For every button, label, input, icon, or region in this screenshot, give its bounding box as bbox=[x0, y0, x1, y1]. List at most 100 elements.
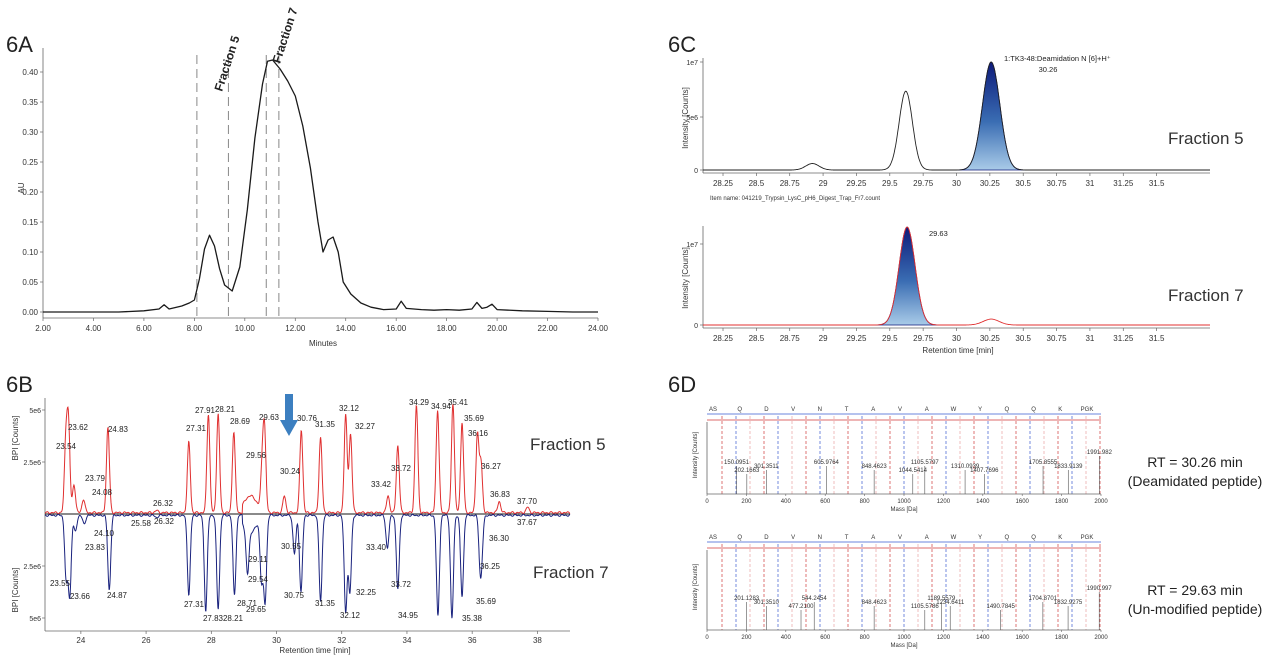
panel-6a-ytick-label: 0.20 bbox=[22, 188, 38, 197]
fraction5-peak-label: 24.83 bbox=[108, 425, 129, 434]
fragment-mass-label: 1705.8555 bbox=[1029, 460, 1058, 466]
panel-6a-ytick-label: 0.30 bbox=[22, 128, 38, 137]
panel-6c-xtick-label: 29 bbox=[819, 334, 828, 343]
fraction5-peak-label: 36.27 bbox=[481, 462, 502, 471]
panel-6c-xtick-label: 31.5 bbox=[1149, 334, 1165, 343]
fraction5-peak-label: 24.08 bbox=[92, 488, 113, 497]
panel-6c-xtick-label: 31 bbox=[1085, 179, 1094, 188]
fraction5-peak-label: 29.63 bbox=[259, 413, 280, 422]
fragment-mass-label: 1832.9275 bbox=[1054, 600, 1083, 606]
panel-6b-ytick-label: 5e6 bbox=[29, 408, 41, 415]
fragment-mass-label: 848.4623 bbox=[862, 464, 888, 470]
panel-6a-ytick-label: 0.35 bbox=[22, 98, 38, 107]
panel-6a-xtick-label: 4.00 bbox=[86, 324, 102, 333]
panel-6c-xtick-label: 28.5 bbox=[749, 334, 765, 343]
sequence-residue: Q bbox=[1005, 407, 1010, 413]
sequence-residue: PGK bbox=[1081, 535, 1094, 541]
spectrum-xtick-label: 800 bbox=[860, 635, 871, 641]
panel-6a-ytick-label: 0.40 bbox=[22, 68, 38, 77]
sequence-residue: N bbox=[818, 407, 822, 413]
panel-6c-fraction5-label: Fraction 5 bbox=[1168, 129, 1244, 148]
spectrum-xtick-label: 1600 bbox=[1016, 635, 1030, 641]
spectrum-xtick-label: 400 bbox=[781, 635, 792, 641]
fraction7-trace bbox=[44, 513, 571, 619]
fragment-mass-label: 202.1663 bbox=[734, 468, 760, 474]
panel-6a-ytick-label: 0.00 bbox=[22, 308, 38, 317]
panel-6b-xtick-label: 28 bbox=[207, 636, 216, 645]
down-arrow bbox=[280, 394, 298, 436]
sequence-residue: Q bbox=[737, 407, 742, 413]
spectrum-xtick-label: 200 bbox=[741, 499, 752, 505]
panel-6c-ytick-label: 0 bbox=[694, 323, 698, 330]
spectrum-xlabel: Mass [Da] bbox=[890, 507, 917, 513]
spectrum-xtick-label: 0 bbox=[705, 635, 709, 641]
fraction7-peak-label: 23.66 bbox=[70, 592, 91, 601]
fraction7-peak-label: 35.69 bbox=[476, 597, 497, 606]
panel-6b-xtick-label: 24 bbox=[76, 636, 85, 645]
panel-6c-xtick-label: 29 bbox=[819, 179, 828, 188]
fraction5-peak-label: 33.42 bbox=[371, 480, 392, 489]
sequence-residue: W bbox=[951, 535, 957, 541]
fraction5-peak-label: 27.31 bbox=[186, 424, 207, 433]
panel-6c-xtick-label: 31.25 bbox=[1113, 179, 1134, 188]
panel-6a-ytick-label: 0.05 bbox=[22, 278, 38, 287]
fraction7-peak-label: 23.83 bbox=[85, 543, 106, 552]
panel-6c-xtick-label: 30.75 bbox=[1047, 179, 1068, 188]
fragment-mass-label: 1990.997 bbox=[1087, 586, 1113, 592]
panel-6a-xtick-label: 12.00 bbox=[285, 324, 306, 333]
panel-6c-ytick-label: 5e6 bbox=[686, 115, 698, 122]
fraction5-peak-label: 23.54 bbox=[56, 442, 77, 451]
spectrum-xtick-label: 800 bbox=[860, 499, 871, 505]
panel-6c-cut-caption: Item name: 041219_Trypsin_LysC_pH6_Diges… bbox=[710, 196, 880, 202]
panel-6b-xtick-label: 26 bbox=[142, 636, 151, 645]
panel-6c-xtick-label: 30 bbox=[952, 179, 961, 188]
sequence-residue: Q bbox=[1031, 535, 1036, 541]
panel-6c-annotation: 1:TK3-48:Deamidation N [6]+H⁺ bbox=[1004, 54, 1111, 63]
panel-6a-fraction7-label: Fraction 7 bbox=[270, 6, 301, 65]
sequence-residue: A bbox=[871, 407, 875, 413]
spectrum-xtick-label: 1400 bbox=[976, 635, 990, 641]
spectrum-xlabel: Mass [Da] bbox=[890, 643, 917, 649]
fragment-mass-label: 1490.7845 bbox=[986, 604, 1015, 610]
fraction5-peak-label: 23.79 bbox=[85, 474, 106, 483]
panel-6b-axes: 24 26 28 30 32 34 36 38 5e6 2.5e6 2.5e6 5e6 bbox=[23, 398, 570, 645]
panel-6b-fraction7-label: Fraction 7 bbox=[533, 563, 609, 582]
panel-6b-peak-labels: 23.54 23.62 23.79 24.08 24.83 26.32 27.31 27.91… bbox=[50, 398, 538, 623]
fraction7-filled-peak bbox=[875, 226, 940, 326]
fraction5-peak-label: 36.16 bbox=[468, 429, 489, 438]
fraction5-peak-label: 36.83 bbox=[490, 490, 511, 499]
fraction7-peak-label: 28.21 bbox=[223, 614, 244, 623]
sequence-residue: V bbox=[898, 407, 902, 413]
spectrum-xtick-label: 400 bbox=[781, 499, 792, 505]
panel-6a: 6A 2.00 4.00 6.00 8.00 10.00 12.00 14.00 16.00 1… bbox=[6, 6, 609, 348]
panel-6c-xtick-label: 31.5 bbox=[1149, 179, 1165, 188]
sequence-residue: PGK bbox=[1081, 407, 1094, 413]
sequence-residue: A bbox=[925, 407, 929, 413]
panel-6b-ytick-label: 2.5e6 bbox=[23, 564, 41, 571]
spectrum-unmodified: AS Q D V N T A V A W Y Q Q K PGK 0 200 400 600 800 1000 1200 1… bbox=[693, 535, 1112, 649]
panel-6a-xtick-label: 20.00 bbox=[487, 324, 508, 333]
panel-label-6a: 6A bbox=[6, 32, 33, 57]
panel-6a-ytick-label: 0.10 bbox=[22, 248, 38, 257]
fragment-mass-label: 150.0951 bbox=[724, 460, 750, 466]
sequence-residue: T bbox=[845, 535, 849, 541]
fraction5-peak-label: 28.69 bbox=[230, 417, 251, 426]
fraction7-peak-label: 28.71 bbox=[237, 599, 258, 608]
fraction7-peak-label: 30.55 bbox=[281, 542, 302, 551]
sequence-residue: A bbox=[871, 535, 875, 541]
panel-6c-xtick-label: 28.75 bbox=[780, 334, 801, 343]
spectrum-xtick-label: 2000 bbox=[1094, 499, 1108, 505]
sequence-residue: Y bbox=[978, 407, 982, 413]
panel-label-6d: 6D bbox=[668, 372, 696, 397]
fragment-mass-label: 1234.6411 bbox=[936, 600, 965, 606]
sequence-residue: T bbox=[845, 407, 849, 413]
fraction5-filled-peak bbox=[956, 61, 1026, 171]
panel-6c-peak-label-top: 30.26 bbox=[1039, 65, 1058, 74]
fraction5-peak-label: 37.67 bbox=[517, 518, 538, 527]
fragment-mass-label: 1704.8701 bbox=[1029, 596, 1058, 602]
fraction7-peak-label: 27.31 bbox=[184, 600, 205, 609]
fraction5-peak-label: 30.76 bbox=[297, 414, 318, 423]
panel-6c-xtick-label: 29.25 bbox=[846, 179, 867, 188]
fraction7-peak-label: 36.30 bbox=[489, 534, 510, 543]
